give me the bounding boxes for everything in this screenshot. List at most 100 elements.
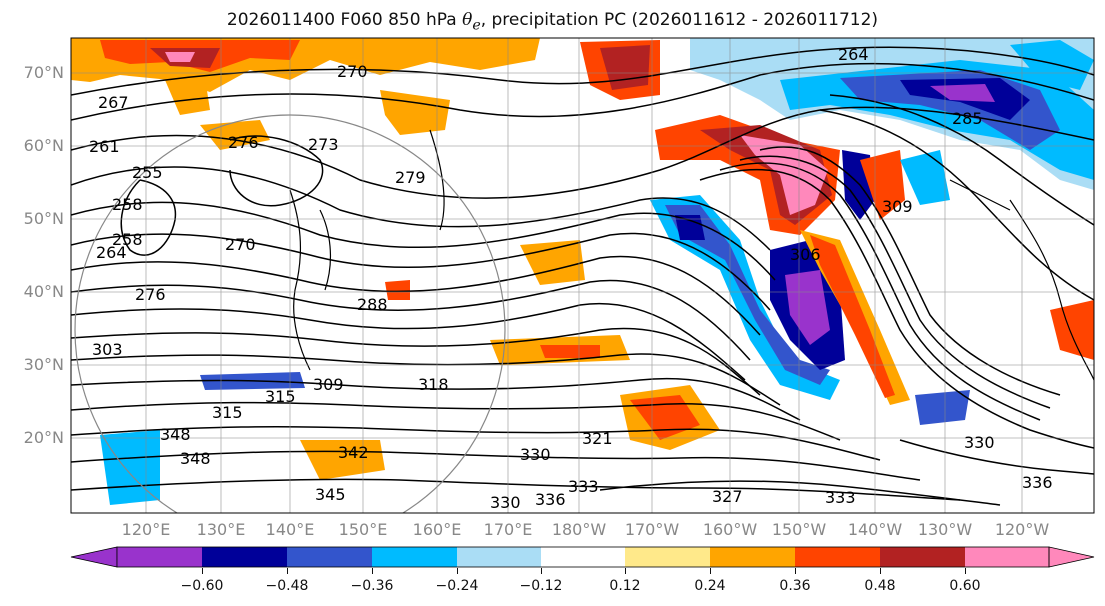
lon-label: 170°W xyxy=(624,520,680,539)
colorbar-tick xyxy=(457,568,458,574)
lat-label: 60°N xyxy=(23,136,64,155)
contour-label: 330 xyxy=(964,433,995,452)
colorbar-label: 0.36 xyxy=(779,578,811,594)
colorbar-label: 0.24 xyxy=(694,578,726,594)
lon-label: 170°E xyxy=(483,520,533,539)
gridlines xyxy=(71,38,1094,513)
shade-patch xyxy=(380,90,450,135)
colorbar-tick xyxy=(710,568,711,574)
colorbar-tick xyxy=(372,568,373,574)
lat-label: 20°N xyxy=(23,428,64,447)
contour-label: 258 xyxy=(112,230,143,249)
map-title: 2026011400 F060 850 hPa θe, precipitatio… xyxy=(226,10,879,34)
lat-label: 30°N xyxy=(23,355,64,374)
plot-border xyxy=(70,37,1095,514)
contour-label: 276 xyxy=(135,285,166,304)
colorbar-bin xyxy=(795,547,880,567)
theta-e-contours xyxy=(71,46,1094,506)
contour-label: 270 xyxy=(225,235,256,254)
contour-label: 264 xyxy=(96,243,127,262)
colorbar-label: −0.36 xyxy=(350,578,394,594)
colorbar-label: 0.60 xyxy=(949,578,981,594)
contour-label: 309 xyxy=(313,375,344,394)
contour-labels: 264 267 270 276 273 261 255 258 264 258 … xyxy=(89,45,1053,512)
lon-label: 120°E xyxy=(121,520,171,539)
lat-label: 70°N xyxy=(23,63,64,82)
contour-label: 321 xyxy=(582,429,613,448)
lon-label: 120°W xyxy=(994,520,1050,539)
range-circle xyxy=(74,114,506,513)
shade-patch xyxy=(930,84,995,102)
colorbar-label: 0.48 xyxy=(864,578,896,594)
colorbar-bin xyxy=(287,547,372,567)
contour-label: 348 xyxy=(180,449,211,468)
contour-label: 348 xyxy=(160,425,191,444)
contour-label: 264 xyxy=(838,45,869,64)
contour-label: 279 xyxy=(395,168,426,187)
colorbar-tick xyxy=(287,568,288,574)
shade-patch xyxy=(300,440,385,480)
colorbar-frame xyxy=(116,546,1050,568)
shade-patch xyxy=(915,390,970,425)
shade-patch xyxy=(540,345,600,358)
contour-label: 318 xyxy=(418,375,449,394)
contour-label: 333 xyxy=(825,488,856,507)
contour-label: 309 xyxy=(882,197,913,216)
shade-patch xyxy=(810,235,895,398)
colorbar-tick xyxy=(965,568,966,574)
contour-label: 267 xyxy=(98,93,129,112)
contour-label: 276 xyxy=(228,133,259,152)
contour-label: 330 xyxy=(520,445,551,464)
contour-label: 285 xyxy=(952,109,983,128)
colorbar-tick xyxy=(795,568,796,574)
contour-label: 315 xyxy=(212,403,243,422)
lon-label: 160°E xyxy=(412,520,462,539)
colorbar-bin xyxy=(965,547,1049,567)
lon-label: 180°W xyxy=(551,520,607,539)
contour-label: 345 xyxy=(315,485,346,504)
contour-label: 336 xyxy=(535,490,566,509)
precip-shading xyxy=(71,38,1094,505)
lon-label: 150°E xyxy=(338,520,388,539)
colorbar-label: 0.12 xyxy=(609,578,641,594)
colorbar-label: −0.12 xyxy=(519,578,563,594)
colorbar-tick xyxy=(880,568,881,574)
contour-label: 333 xyxy=(568,477,599,496)
colorbar-bin xyxy=(710,547,795,567)
lat-label: 50°N xyxy=(23,209,64,228)
contour-label: 315 xyxy=(265,387,296,406)
shade-patch xyxy=(1010,40,1094,90)
colorbar-bin xyxy=(117,547,202,567)
lon-label: 140°W xyxy=(847,520,903,539)
lon-label: 130°E xyxy=(196,520,246,539)
contour-label: 288 xyxy=(357,295,388,314)
colorbar-bin xyxy=(625,547,710,567)
colorbar-bin xyxy=(457,547,541,567)
colorbar-bin xyxy=(880,547,965,567)
contour-label: 336 xyxy=(1022,473,1053,492)
contour-label: 327 xyxy=(712,487,743,506)
shade-patch xyxy=(100,430,160,505)
lat-label: 40°N xyxy=(23,282,64,301)
contour-label: 261 xyxy=(89,137,120,156)
colorbar-tick xyxy=(541,568,542,574)
contour-label: 258 xyxy=(112,195,143,214)
shade-patch xyxy=(900,150,950,205)
contour-label: 270 xyxy=(337,62,368,81)
shade-patch xyxy=(165,52,195,62)
contour-label: 303 xyxy=(92,340,123,359)
colorbar-tick xyxy=(625,568,626,574)
colorbar-bin xyxy=(202,547,287,567)
colorbar-extend-high xyxy=(1048,546,1095,568)
colorbar xyxy=(70,546,1095,568)
contour-label: 330 xyxy=(490,493,521,512)
shade-patch xyxy=(1050,300,1094,360)
shade-patch xyxy=(740,135,828,215)
contour-label: 273 xyxy=(308,135,339,154)
shade-patch xyxy=(665,205,830,385)
shade-patch xyxy=(600,45,650,90)
shade-patch xyxy=(785,270,830,345)
lon-label: 130°W xyxy=(917,520,973,539)
shade-patch xyxy=(675,215,705,240)
